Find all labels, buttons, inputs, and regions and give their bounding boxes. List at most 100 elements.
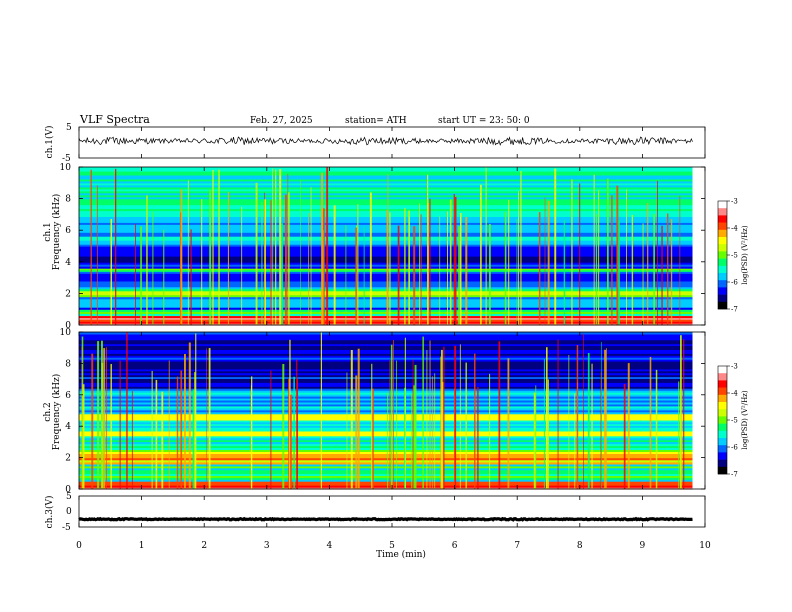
spectrogram-sferic-streak — [396, 360, 397, 489]
spectrogram-sferic-streak — [679, 196, 681, 325]
spectrogram-band-strip — [79, 411, 693, 415]
colorbar-segment — [718, 385, 727, 388]
colorbar-ch1: -3 -4 -5 -6 -7 log(PSD) (V²/Hz) — [717, 198, 749, 314]
spectrogram-sferic-streak — [320, 332, 322, 489]
y-tick-label: 8 — [65, 195, 71, 205]
colorbar-segment — [718, 434, 727, 437]
spectrogram-band-strip — [79, 194, 693, 198]
colorbar-segment — [718, 222, 727, 225]
colorbar-segment — [718, 228, 727, 231]
spectrogram-sferic-streak — [440, 356, 441, 489]
spectrogram-ch2-ylabel-frequency: Frequency (kHz) — [51, 374, 62, 451]
spectrogram-band-strip — [79, 256, 693, 259]
spectrogram-sferic-streak — [606, 348, 607, 489]
colorbar-segment — [718, 247, 727, 250]
spectrogram-band-strip — [79, 315, 693, 318]
spectrogram-sferic-streak — [420, 214, 422, 325]
y-tick-label: 6 — [65, 226, 71, 236]
spectrogram-band-strip — [79, 453, 693, 457]
spectrogram-sferic-streak — [626, 189, 627, 325]
spectrogram-sferic-streak — [264, 199, 266, 325]
spectrogram-sferic-streak — [518, 191, 519, 325]
colorbar-segment — [718, 439, 727, 442]
spectrogram-band-strip — [79, 437, 693, 441]
waveform-ch1-ylabel: ch.1(V) — [44, 126, 55, 159]
spectrogram-band-strip — [79, 332, 693, 335]
spectrogram-sferic-streak — [288, 192, 290, 325]
spectrogram-band-strip — [79, 236, 693, 239]
station-label: station= ATH — [345, 116, 407, 126]
spectrogram-band-strip — [79, 429, 693, 432]
colorbar-segment — [718, 398, 727, 401]
spectrogram-sferic-streak — [547, 200, 550, 325]
colorbar-segment — [718, 382, 727, 385]
colorbar-segment — [718, 448, 727, 451]
spectrogram-band-strip — [79, 178, 693, 182]
spectrogram-sferic-streak — [429, 340, 431, 489]
colorbar-segment — [718, 402, 727, 405]
colorbar-segment — [718, 418, 727, 421]
spectrogram-sferic-streak — [110, 364, 112, 489]
spectrogram-band-strip — [79, 409, 693, 413]
spectrogram-band-strip — [79, 298, 693, 302]
colorbar-segment — [718, 202, 727, 205]
spectrogram-sferic-streak — [296, 359, 298, 489]
colorbar-segment — [718, 238, 727, 241]
spectrogram-band-strip — [79, 305, 693, 308]
spectrogram-sferic-streak — [355, 227, 357, 325]
spectrogram-sferic-streak — [386, 210, 389, 325]
colorbar-segment — [718, 206, 727, 209]
spectrogram-sferic-streak — [449, 199, 452, 325]
colorbar-segment — [718, 367, 727, 370]
spectrogram-sferic-streak — [357, 348, 360, 489]
spectrogram-sferic-streak — [168, 360, 170, 489]
spectrogram-sferic-streak — [184, 354, 186, 489]
colorbar-segment — [718, 201, 727, 204]
spectrogram-band-strip — [79, 254, 693, 257]
colorbar-tick-label: -7 — [731, 306, 738, 314]
spectrogram-sferic-streak — [218, 169, 220, 325]
spectrogram-sferic-streak — [397, 225, 400, 325]
spectrogram-band-strip — [79, 427, 693, 430]
spectrogram-band-strip — [79, 419, 693, 423]
spectrogram-sferic-streak — [251, 376, 253, 489]
spectrogram-sferic-streak — [119, 360, 121, 489]
colorbar-segment — [718, 287, 727, 290]
spectrogram-sferic-streak — [544, 197, 546, 325]
spectrogram-sferic-streak — [543, 359, 545, 489]
spectrogram-band-strip — [79, 246, 693, 249]
spectrogram-band-strip — [79, 174, 693, 178]
x-tick-label: 7 — [514, 541, 520, 551]
spectrogram-sferic-streak — [447, 211, 448, 325]
colorbar-segment — [718, 459, 727, 462]
colorbar-segment — [718, 300, 727, 303]
spectrogram-ch2-panel: 0 2 4 6 8 10 ch.2 Frequency (kHz) -3 -4 -5 -6 -7 l… — [43, 328, 749, 495]
spectrogram-band-strip — [79, 355, 693, 358]
spectrogram-sferic-streak — [208, 348, 211, 489]
spectrogram-sferic-streak — [465, 217, 468, 325]
spectrogram-band-strip — [79, 202, 693, 206]
spectrogram-band-strip — [79, 317, 693, 320]
spectrogram-sferic-streak — [604, 349, 607, 489]
spectrogram-sferic-streak — [432, 376, 433, 489]
colorbar-segment — [718, 405, 727, 408]
colorbar-ch2: -3 -4 -5 -6 -7 log(PSD) (V²/Hz) — [717, 363, 749, 479]
spectrogram-sferic-streak — [683, 339, 685, 489]
spectrogram-band-strip — [79, 471, 693, 475]
spectrogram-band-strip — [79, 475, 693, 478]
spectrogram-sferic-streak — [289, 339, 291, 489]
spectrogram-band-strip — [79, 479, 693, 482]
spectrogram-sferic-streak — [282, 364, 285, 489]
colorbar-segment — [718, 246, 727, 249]
spectrogram-band-strip — [79, 401, 693, 405]
colorbar-segment — [718, 213, 727, 216]
colorbar-segment — [718, 211, 727, 214]
colorbar-segment — [718, 411, 727, 414]
colorbar-segment — [718, 454, 727, 457]
x-axis: 0 1 2 3 4 5 6 7 8 9 10 — [76, 127, 711, 551]
spectrogram-band-strip — [79, 288, 693, 292]
spectrogram-sferic-streak — [101, 340, 103, 489]
spectrogram-sferic-streak — [411, 394, 413, 489]
spectrogram-band-strip — [79, 244, 693, 247]
spectrogram-band-strip — [79, 378, 693, 381]
